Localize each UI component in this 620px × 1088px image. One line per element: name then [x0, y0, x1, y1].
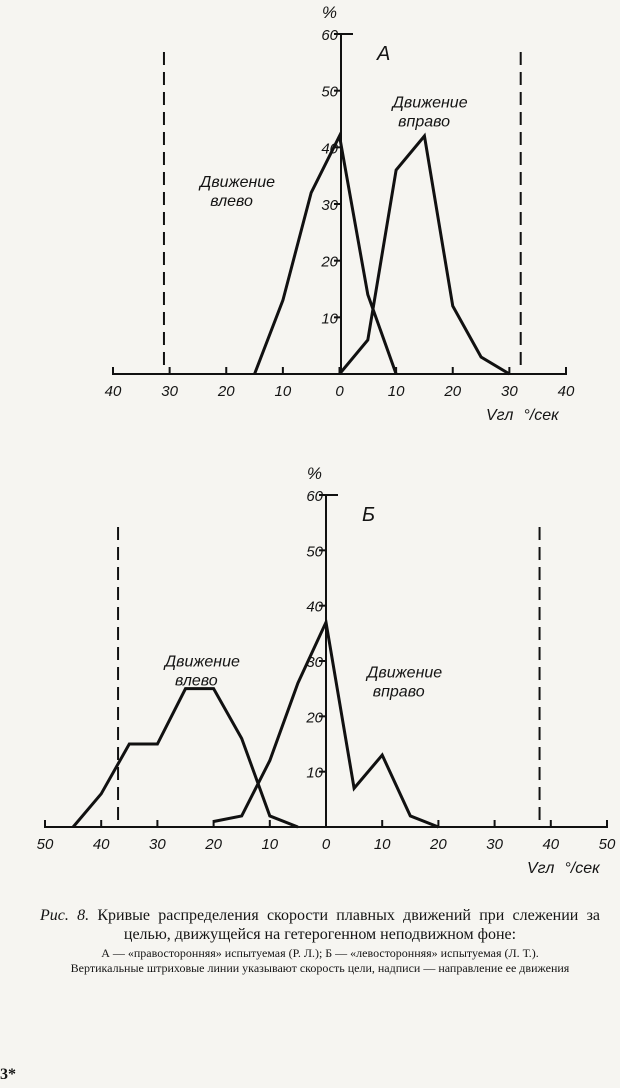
y-axis-label: %	[307, 464, 322, 483]
x-tick-label: 0	[335, 383, 344, 400]
x-tick-label: 20	[204, 836, 222, 853]
annotation-left: Движение влево	[198, 174, 275, 210]
y-tick-label: 20	[305, 709, 323, 726]
y-tick-label: 60	[306, 488, 323, 505]
x-tick-label: 10	[388, 383, 405, 400]
figure-caption: Рис. 8. Кривые распределения скорости пл…	[40, 906, 600, 976]
y-axis-label: %	[322, 3, 337, 22]
x-tick-label: 30	[161, 383, 178, 400]
x-tick-label: 40	[93, 836, 110, 853]
caption-main: Рис. 8. Кривые распределения скорости пл…	[40, 906, 600, 944]
series-right-line	[338, 132, 511, 376]
x-tick-label: 50	[599, 836, 616, 853]
x-tick-label: 20	[429, 836, 447, 853]
panel-label: А	[376, 43, 390, 65]
x-tick-label: 40	[558, 383, 575, 400]
caption-note: Вертикальные штриховые линии указывают с…	[70, 961, 570, 975]
y-tick-label: 50	[306, 543, 323, 560]
y-tick-label: 60	[321, 27, 338, 44]
annotation-left: Движение влево	[163, 654, 240, 690]
y-tick-label: 10	[306, 765, 323, 782]
annotation-right: Движение вправо	[365, 665, 442, 701]
x-tick-label: 20	[217, 383, 235, 400]
x-axis-label: Vгл °/сек	[486, 407, 560, 424]
x-tick-label: 30	[149, 836, 166, 853]
y-tick-label: 50	[321, 84, 338, 101]
y-tick-label: 40	[306, 599, 323, 616]
y-tick-label: 30	[321, 197, 338, 214]
series-left-line	[71, 687, 299, 829]
x-tick-label: 20	[443, 383, 461, 400]
series-right-line	[213, 617, 439, 829]
x-tick-label: 50	[37, 836, 54, 853]
x-tick-label: 40	[105, 383, 122, 400]
y-tick-label: 20	[320, 254, 338, 271]
x-tick-label: 0	[322, 836, 331, 853]
x-tick-label: 30	[501, 383, 518, 400]
x-tick-label: 40	[542, 836, 559, 853]
caption-legend: А — «правосторонняя» испытуемая (Р. Л.);…	[101, 946, 539, 960]
x-tick-label: 10	[261, 836, 278, 853]
caption-label: Рис. 8.	[40, 907, 90, 924]
panel-label: Б	[362, 504, 375, 526]
caption-text: Кривые распределения скорости плавных дв…	[97, 907, 601, 943]
annotation-right: Движение вправо	[391, 95, 468, 131]
x-tick-label: 10	[374, 836, 391, 853]
y-tick-label: 10	[321, 310, 338, 327]
x-tick-label: 30	[486, 836, 503, 853]
x-tick-label: 10	[275, 383, 292, 400]
page-number: 3*	[0, 1066, 16, 1083]
x-axis-label: Vгл °/сек	[527, 860, 601, 877]
